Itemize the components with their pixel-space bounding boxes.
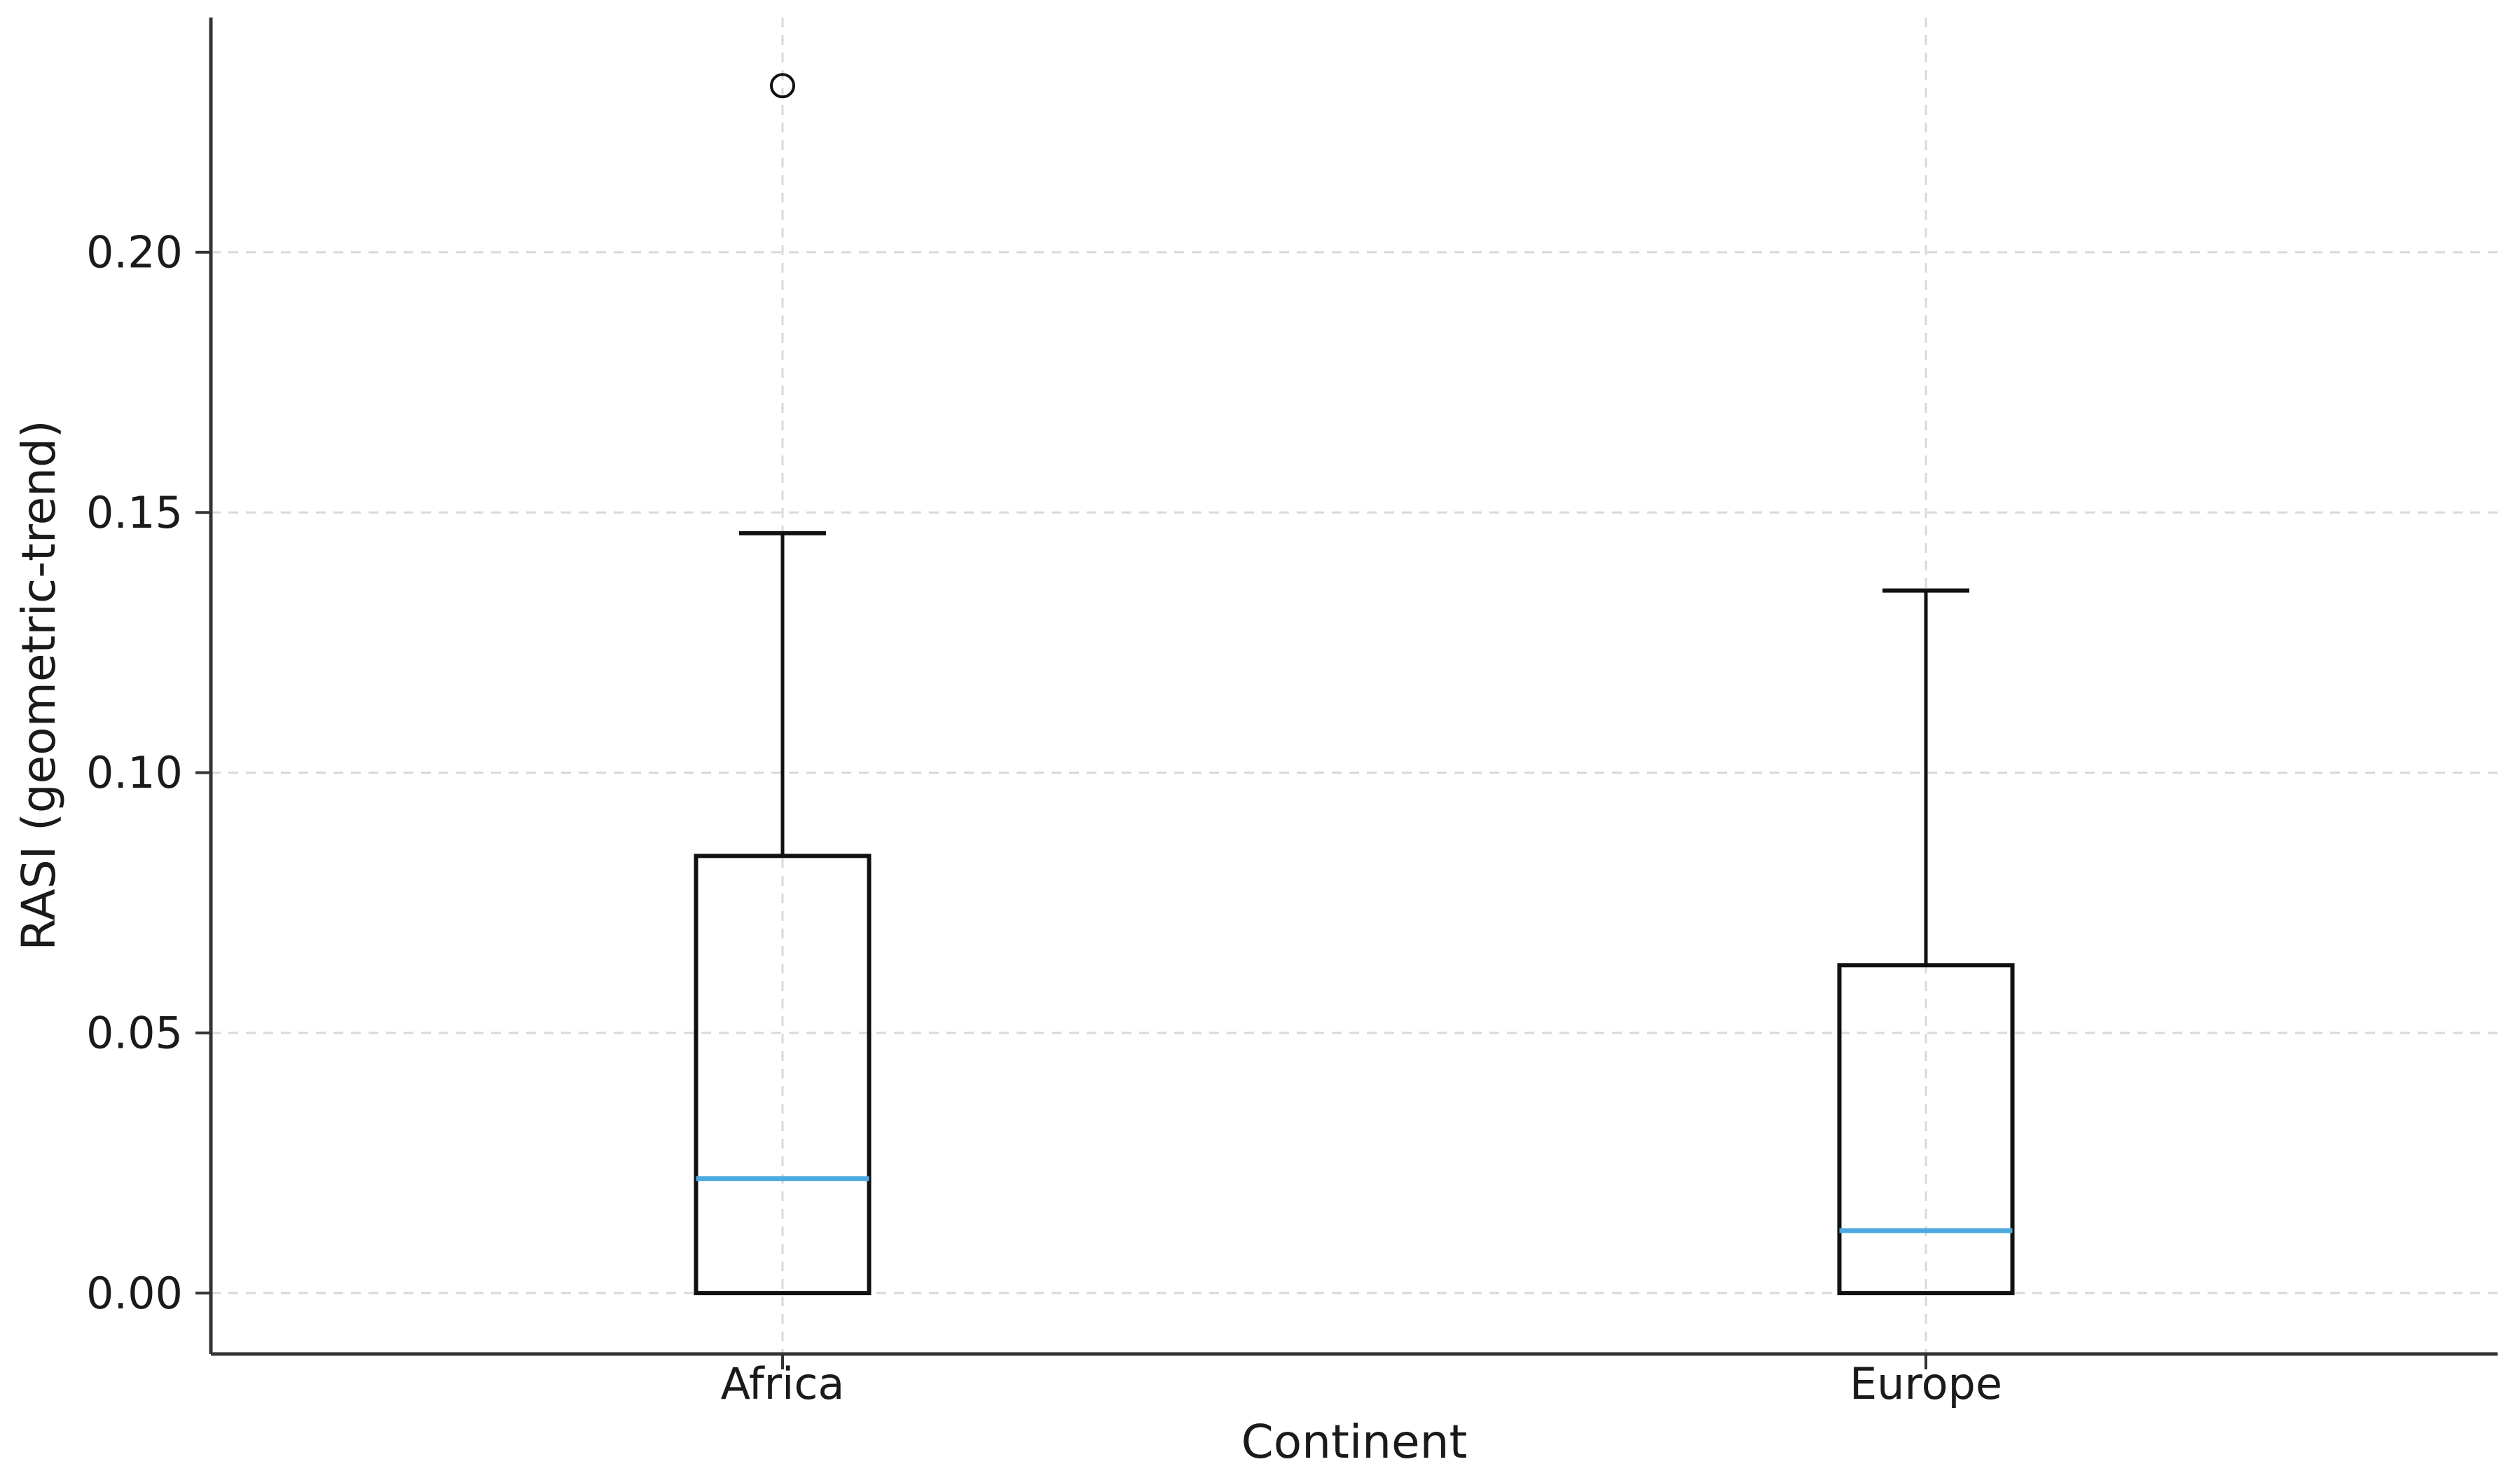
axis-layer (195, 18, 2498, 1369)
y-tick-label: 0.00 (86, 1268, 183, 1319)
box (1837, 963, 2015, 1296)
y-tick-label: 0.20 (86, 227, 183, 278)
y-tick-label: 0.15 (86, 487, 183, 538)
x-tick-label: Africa (721, 1358, 845, 1409)
y-axis-title: RASI (geometric-trend) (12, 420, 66, 950)
x-tick-label: Europe (1850, 1358, 2002, 1409)
box-layer (694, 73, 2015, 1296)
box (694, 854, 872, 1296)
label-layer: Continent RASI (geometric-trend) 0.00 0.0… (12, 227, 2002, 1469)
outlier-point (770, 73, 795, 99)
y-tick-label: 0.05 (86, 1008, 183, 1059)
y-tick-label: 0.10 (86, 747, 183, 798)
x-axis-title: Continent (1241, 1415, 1468, 1469)
grid-layer (211, 18, 2498, 1354)
